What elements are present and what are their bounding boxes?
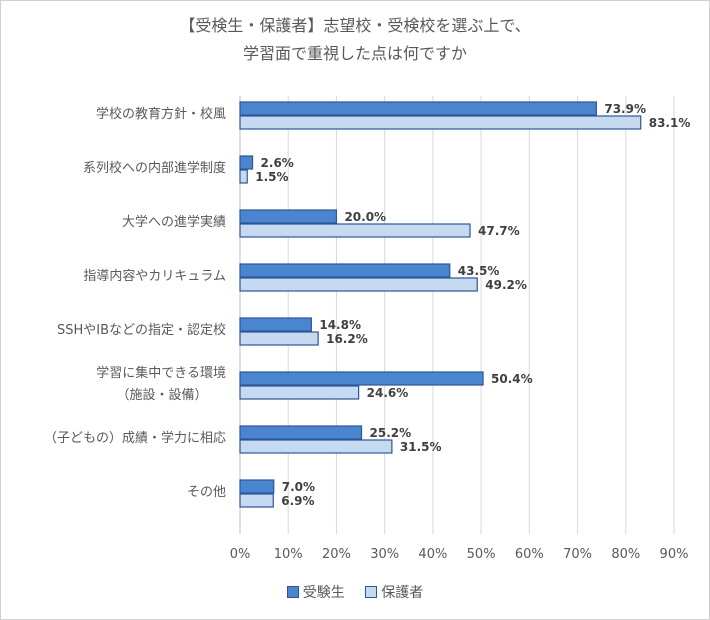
- x-tick-label: 60%: [515, 547, 544, 562]
- data-label: 50.4%: [491, 372, 533, 386]
- x-tick-label: 30%: [370, 547, 399, 562]
- chart-legend: 受験生 保護者: [0, 582, 710, 602]
- legend-swatch-parents: [365, 586, 378, 598]
- category-label: （施設・設備）: [116, 387, 207, 403]
- x-tick-label: 90%: [660, 547, 689, 562]
- bar-students: [239, 371, 484, 386]
- category-label: その他: [187, 485, 226, 500]
- bar-parents: [239, 385, 360, 400]
- x-tick-label: 0%: [230, 547, 251, 562]
- data-label: 20.0%: [344, 210, 386, 224]
- data-label: 6.9%: [281, 494, 314, 508]
- data-label: 14.8%: [319, 318, 361, 332]
- category-label: 学習に集中できる環境: [96, 365, 226, 381]
- bar-parents: [239, 493, 274, 508]
- bar-parents: [239, 439, 393, 454]
- bar-parents: [239, 277, 478, 292]
- data-label: 25.2%: [370, 426, 412, 440]
- legend-swatch-students: [286, 586, 299, 598]
- data-label: 73.9%: [604, 102, 646, 116]
- category-label: 学校の教育方針・校風: [96, 106, 226, 122]
- category-label: SSHやIBなどの指定・認定校: [57, 322, 226, 338]
- data-label: 16.2%: [326, 332, 368, 346]
- chart-title-line-1: 【受検生・保護者】志望校・受検校を選ぶ上で、: [179, 16, 531, 35]
- bar-parents: [239, 169, 248, 184]
- bar-students: [239, 479, 275, 494]
- legend-item-parents: 保護者: [365, 582, 423, 602]
- x-tick-label: 70%: [563, 547, 592, 562]
- chart-title-line-2: 学習面で重視した点は何ですか: [242, 44, 467, 63]
- category-label: 指導内容やカリキュラム: [83, 268, 226, 284]
- x-tick-label: 80%: [611, 547, 640, 562]
- data-label: 43.5%: [458, 264, 500, 278]
- bar-parents: [239, 115, 642, 130]
- chart-title: 【受検生・保護者】志望校・受検校を選ぶ上で、 学習面で重視した点は何ですか: [0, 12, 710, 68]
- legend-item-students: 受験生: [286, 582, 345, 602]
- bar-students: [239, 209, 338, 224]
- bar-students: [239, 263, 451, 278]
- x-tick-label: 20%: [322, 547, 351, 562]
- bar-students: [239, 425, 363, 440]
- bar-parents: [239, 331, 319, 346]
- data-label: 47.7%: [478, 224, 520, 238]
- category-label: （子どもの）成績・学力に相応: [44, 430, 226, 446]
- bar-students: [239, 317, 312, 332]
- data-label: 7.0%: [282, 480, 315, 494]
- legend-label-parents: 保護者: [381, 585, 424, 601]
- category-label: 系列校への内部進学制度: [83, 160, 226, 176]
- bar-parents: [239, 223, 471, 238]
- bar-students: [239, 101, 597, 116]
- data-label: 1.5%: [255, 170, 288, 184]
- data-label: 49.2%: [485, 278, 527, 292]
- data-label: 24.6%: [367, 386, 409, 400]
- data-label: 31.5%: [400, 440, 442, 454]
- category-label: 大学への進学実績: [122, 214, 226, 230]
- data-label: 83.1%: [649, 116, 691, 130]
- x-tick-label: 40%: [418, 547, 447, 562]
- x-tick-label: 50%: [467, 547, 496, 562]
- legend-label-students: 受験生: [302, 585, 345, 601]
- data-label: 2.6%: [261, 156, 294, 170]
- x-tick-label: 10%: [274, 547, 303, 562]
- bar-students: [239, 155, 254, 170]
